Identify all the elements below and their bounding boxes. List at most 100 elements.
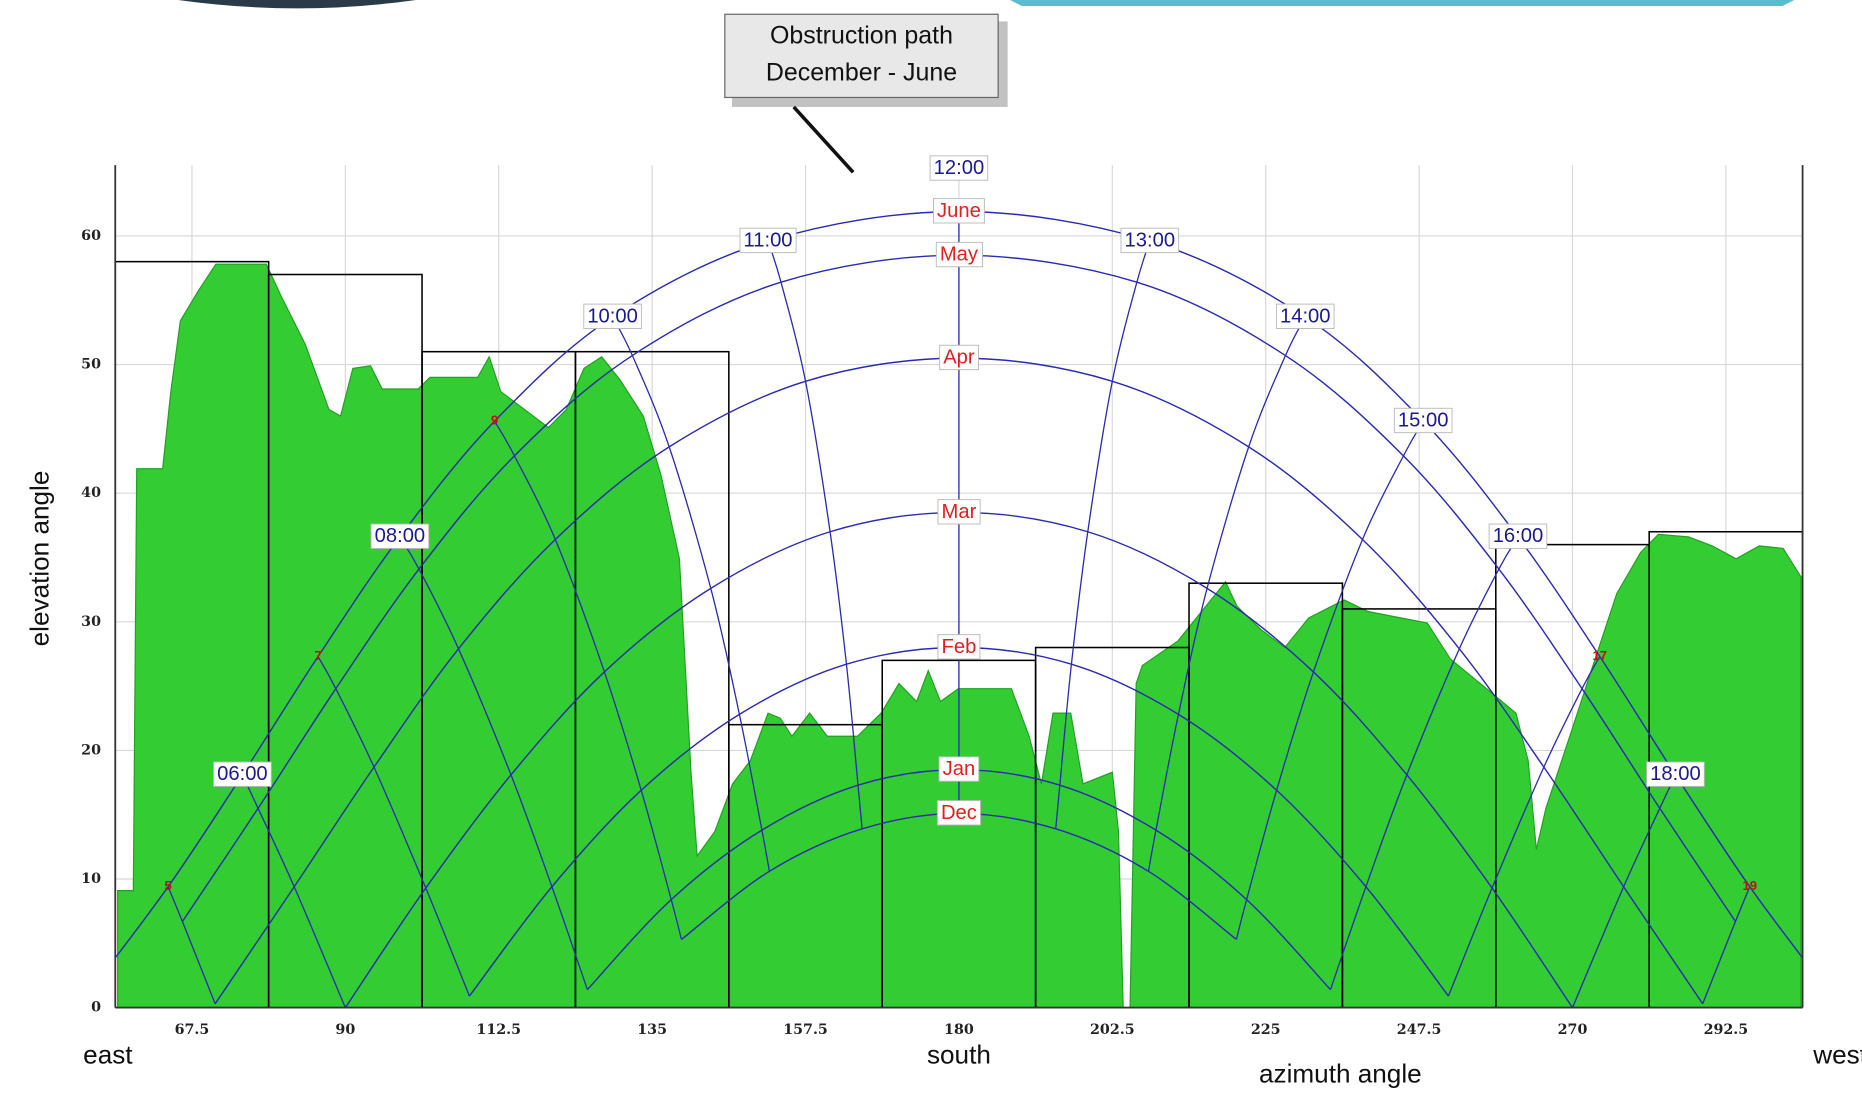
month-label-bg xyxy=(936,800,981,826)
month-label-bg xyxy=(932,198,985,224)
month-label: June xyxy=(937,200,981,222)
hour-label-group: 08:00 xyxy=(370,523,430,549)
hour-line xyxy=(399,536,588,990)
hour-line xyxy=(1235,420,1424,940)
hour-label-group: 18:00 xyxy=(1646,761,1705,787)
hour-label-bg xyxy=(213,761,272,787)
y-axis-title: elevation angle xyxy=(24,471,54,647)
hour-line xyxy=(1055,240,1151,829)
y-tick-label: 10 xyxy=(81,871,101,887)
x-tick-label: 157.5 xyxy=(783,1022,828,1038)
hour-number: 19 xyxy=(1742,878,1757,893)
month-label-bg xyxy=(937,499,981,525)
hour-label-bg xyxy=(370,523,430,549)
y-tick-label: 50 xyxy=(81,357,101,373)
x-tick-label: 112.5 xyxy=(476,1022,521,1038)
obstruction-area xyxy=(117,263,1802,1008)
month-label: May xyxy=(940,244,979,266)
month-label: Apr xyxy=(943,346,975,368)
callout-text: Obstruction path xyxy=(770,21,953,49)
hour-line xyxy=(1447,656,1601,997)
hour-line xyxy=(241,774,346,1008)
hour-line xyxy=(494,420,683,940)
x-tick-label: 270 xyxy=(1558,1022,1588,1038)
direction-label: east xyxy=(83,1039,133,1069)
hour-line xyxy=(1329,536,1519,990)
hour-label: 14:00 xyxy=(1280,305,1331,327)
hour-label-group: 12:00 xyxy=(929,155,989,181)
hour-number: 5 xyxy=(164,878,171,893)
y-tick-label: 60 xyxy=(81,228,101,244)
hour-label: 08:00 xyxy=(375,525,426,547)
x-tick-label: 202.5 xyxy=(1090,1022,1135,1038)
x-tick-label: 225 xyxy=(1251,1022,1281,1038)
hour-label-group: 10:00 xyxy=(583,303,642,329)
hour-label-group: 15:00 xyxy=(1393,407,1453,434)
x-tick-label: 135 xyxy=(637,1022,667,1038)
photo-fragment xyxy=(178,0,416,9)
hour-label: 13:00 xyxy=(1125,229,1176,251)
callout-text: December - June xyxy=(766,58,957,86)
hour-label-bg xyxy=(1488,523,1548,549)
month-label-group: May xyxy=(935,241,983,268)
direction-label: west xyxy=(1812,1039,1862,1069)
hour-line xyxy=(1571,774,1677,1008)
hour-label: 12:00 xyxy=(934,157,985,179)
month-label-group: Jan xyxy=(938,756,980,782)
hour-line xyxy=(767,240,863,829)
y-tick-label: 30 xyxy=(81,614,101,630)
photo-fragment xyxy=(1010,0,1795,6)
hour-label-bg xyxy=(929,155,989,181)
hour-label-group: 11:00 xyxy=(739,227,797,254)
hour-label-bg xyxy=(1120,227,1180,254)
month-label-bg xyxy=(939,344,979,371)
hour-label: 10:00 xyxy=(587,305,638,327)
plot-area xyxy=(115,210,1803,1008)
month-label: Jan xyxy=(943,758,976,780)
month-label-bg xyxy=(937,634,981,660)
callout-box xyxy=(724,13,999,99)
hour-number: 7 xyxy=(314,648,321,663)
y-tick-label: 20 xyxy=(81,742,101,758)
month-label: Dec xyxy=(941,802,977,824)
hour-label: 16:00 xyxy=(1493,525,1544,547)
hour-number: 9 xyxy=(491,413,498,428)
direction-label: south xyxy=(927,1039,991,1069)
x-axis-title: azimuth angle xyxy=(1259,1058,1422,1088)
hour-label: 06:00 xyxy=(217,763,268,785)
y-tick-label: 40 xyxy=(81,485,101,501)
month-label: Feb xyxy=(942,636,977,658)
hour-line xyxy=(1702,886,1751,1005)
callout-pointer xyxy=(792,105,855,174)
hour-label-bg xyxy=(1393,407,1453,434)
hour-label: 18:00 xyxy=(1650,763,1701,785)
hour-label-group: 14:00 xyxy=(1275,303,1335,329)
month-label-group: Mar xyxy=(937,499,981,525)
hour-label: 15:00 xyxy=(1398,409,1449,431)
x-tick-label: 247.5 xyxy=(1397,1022,1442,1038)
hour-label-bg xyxy=(1275,303,1335,329)
x-tick-label: 67.5 xyxy=(175,1022,210,1038)
hour-label-group: 06:00 xyxy=(213,761,272,787)
hour-label: 11:00 xyxy=(744,229,793,251)
x-tick-label: 180 xyxy=(944,1022,974,1038)
hour-line xyxy=(167,886,216,1005)
hour-line xyxy=(317,656,471,997)
month-label-bg xyxy=(935,241,983,268)
x-tick-label: 90 xyxy=(335,1022,355,1038)
month-label-group: June xyxy=(932,198,985,224)
hour-label-group: 16:00 xyxy=(1488,523,1548,549)
hour-label-group: 13:00 xyxy=(1120,227,1180,254)
month-label-group: Feb xyxy=(937,634,981,660)
hour-label-bg xyxy=(583,303,642,329)
month-label-group: Dec xyxy=(936,800,981,826)
x-tick-label: 292.5 xyxy=(1704,1022,1749,1038)
month-label-bg xyxy=(938,756,980,782)
month-label-group: Apr xyxy=(939,344,979,371)
hour-number: 17 xyxy=(1593,648,1608,663)
y-tick-label: 0 xyxy=(91,1000,101,1016)
month-label: Mar xyxy=(942,501,977,523)
hour-label-bg xyxy=(1646,761,1705,787)
